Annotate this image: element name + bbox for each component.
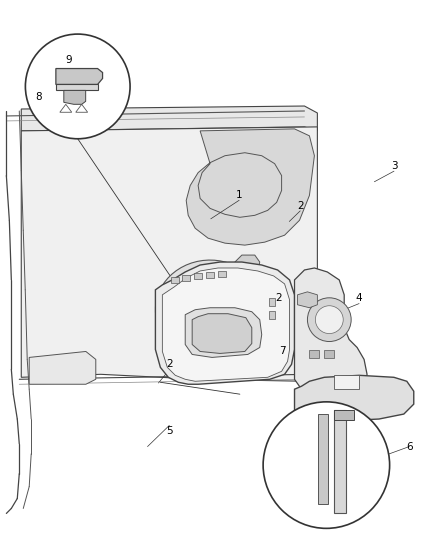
Polygon shape	[182, 275, 190, 281]
Text: 3: 3	[390, 161, 396, 171]
Polygon shape	[324, 351, 333, 358]
Text: 6: 6	[405, 441, 412, 451]
Polygon shape	[334, 410, 353, 420]
Polygon shape	[56, 69, 102, 84]
Text: 8: 8	[35, 92, 42, 102]
Polygon shape	[56, 84, 97, 91]
Polygon shape	[194, 273, 201, 279]
Circle shape	[262, 402, 389, 528]
Text: 9: 9	[66, 55, 72, 65]
Polygon shape	[21, 127, 317, 381]
Polygon shape	[171, 277, 179, 283]
Text: 5: 5	[166, 426, 172, 435]
Polygon shape	[318, 414, 328, 504]
Polygon shape	[192, 314, 251, 353]
Polygon shape	[205, 272, 214, 278]
Polygon shape	[21, 106, 317, 131]
Circle shape	[307, 298, 350, 342]
Polygon shape	[165, 268, 254, 351]
Polygon shape	[155, 262, 294, 384]
Circle shape	[314, 306, 343, 334]
Polygon shape	[333, 375, 358, 389]
Polygon shape	[297, 292, 317, 308]
Polygon shape	[268, 311, 274, 319]
Polygon shape	[218, 271, 226, 277]
Polygon shape	[162, 268, 289, 381]
Polygon shape	[185, 308, 261, 358]
Polygon shape	[155, 260, 264, 359]
Polygon shape	[234, 255, 259, 275]
Text: 7: 7	[279, 346, 286, 356]
Text: 4: 4	[355, 293, 362, 303]
Polygon shape	[268, 298, 274, 306]
Text: 2: 2	[275, 293, 281, 303]
Text: 1: 1	[235, 190, 242, 200]
Polygon shape	[64, 91, 85, 104]
Polygon shape	[334, 410, 346, 513]
Polygon shape	[309, 351, 318, 358]
Polygon shape	[294, 375, 413, 421]
Polygon shape	[294, 268, 366, 401]
Polygon shape	[186, 129, 314, 245]
Circle shape	[25, 34, 130, 139]
Text: 2: 2	[296, 200, 303, 211]
Polygon shape	[29, 351, 95, 384]
Text: 2: 2	[166, 359, 172, 369]
